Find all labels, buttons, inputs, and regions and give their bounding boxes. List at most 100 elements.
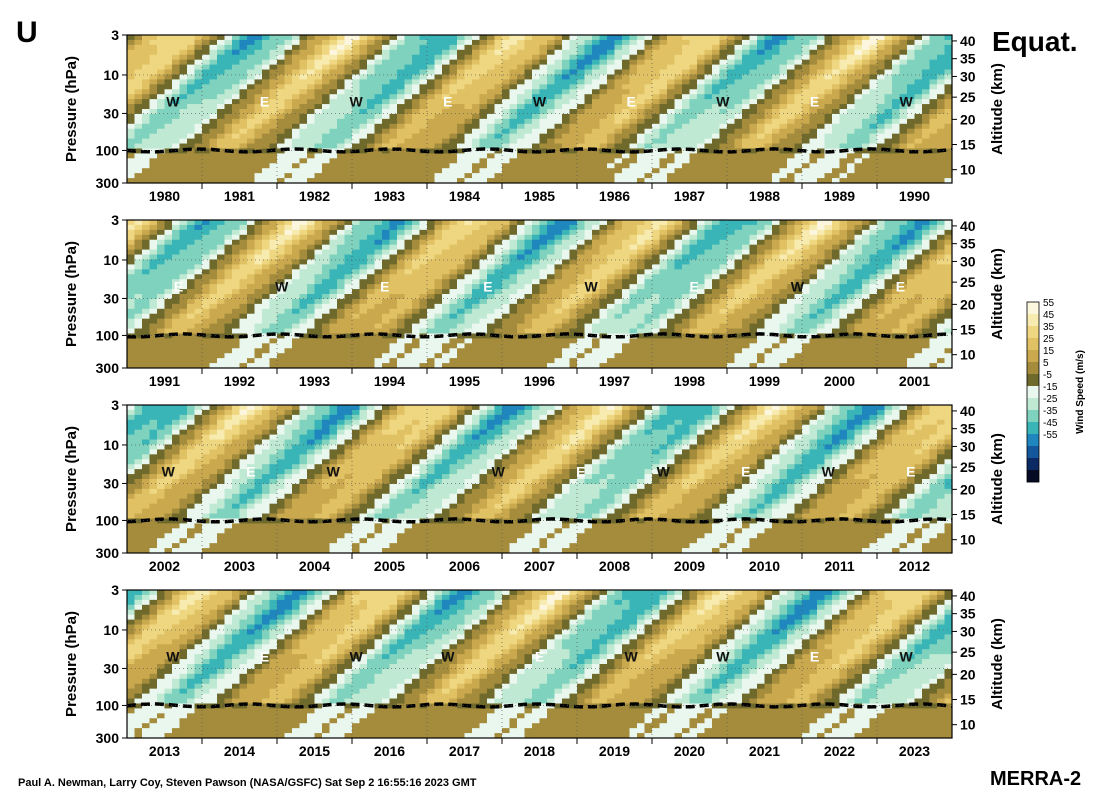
wind-cell bbox=[719, 74, 728, 80]
wind-cell bbox=[187, 338, 196, 344]
wind-cell bbox=[194, 138, 203, 145]
wind-cell bbox=[892, 109, 901, 115]
wind-cell bbox=[607, 59, 616, 66]
wind-cell bbox=[187, 298, 196, 305]
wind-cell bbox=[277, 44, 286, 51]
wind-cell bbox=[389, 239, 398, 246]
wind-cell bbox=[907, 79, 916, 85]
wind-cell bbox=[149, 259, 158, 265]
wind-cell bbox=[262, 269, 271, 275]
wind-cell bbox=[149, 44, 158, 51]
wind-cell bbox=[547, 99, 556, 105]
wind-cell bbox=[202, 239, 211, 246]
wind-cell bbox=[127, 318, 136, 325]
wind-cell bbox=[494, 318, 503, 325]
wind-cell bbox=[779, 153, 788, 159]
wind-cell bbox=[944, 35, 952, 41]
wind-cell bbox=[472, 163, 481, 169]
wind-cell bbox=[787, 153, 796, 159]
wind-cell bbox=[142, 353, 151, 359]
wind-cell bbox=[944, 173, 952, 179]
wind-cell bbox=[254, 323, 263, 330]
wind-cell bbox=[172, 318, 181, 325]
wind-cell bbox=[374, 338, 383, 344]
wind-cell bbox=[142, 79, 151, 85]
wind-cell bbox=[359, 173, 368, 179]
wind-cell bbox=[659, 94, 668, 100]
regime-label: E bbox=[626, 94, 635, 110]
wind-cell bbox=[224, 294, 233, 300]
wind-cell bbox=[262, 343, 271, 349]
wind-cell bbox=[179, 234, 188, 241]
wind-cell bbox=[164, 64, 173, 71]
wind-cell bbox=[209, 279, 218, 285]
wind-cell bbox=[494, 99, 503, 105]
wind-cell bbox=[299, 173, 308, 179]
altitude-tick-label: 35 bbox=[960, 51, 976, 67]
wind-cell bbox=[599, 138, 608, 145]
wind-cell bbox=[502, 229, 511, 236]
wind-cell bbox=[412, 259, 421, 265]
wind-cell bbox=[487, 49, 496, 56]
wind-cell bbox=[187, 74, 196, 80]
wind-cell bbox=[307, 138, 316, 145]
wind-cell bbox=[727, 168, 736, 174]
wind-cell bbox=[764, 79, 773, 85]
wind-cell bbox=[149, 328, 158, 335]
wind-cell bbox=[284, 229, 293, 236]
wind-cell bbox=[352, 259, 361, 265]
wind-cell bbox=[292, 303, 301, 310]
wind-cell bbox=[254, 229, 263, 236]
wind-cell bbox=[449, 259, 458, 265]
pressure-tick-label: 3 bbox=[111, 27, 119, 43]
wind-cell bbox=[187, 44, 196, 51]
wind-cell bbox=[164, 99, 173, 105]
wind-cell bbox=[419, 274, 428, 280]
wind-cell bbox=[134, 254, 143, 261]
wind-cell bbox=[479, 303, 488, 310]
wind-cell bbox=[127, 104, 136, 110]
wind-cell bbox=[892, 54, 901, 61]
wind-cell bbox=[532, 128, 541, 135]
wind-cell bbox=[149, 338, 158, 344]
wind-cell bbox=[644, 35, 653, 41]
wind-cell bbox=[217, 109, 226, 115]
wind-cell bbox=[269, 173, 278, 179]
wind-cell bbox=[922, 104, 931, 110]
wind-cell bbox=[412, 158, 421, 164]
wind-cell bbox=[899, 173, 908, 179]
wind-cell bbox=[224, 109, 233, 115]
wind-cell bbox=[667, 104, 676, 110]
wind-cell bbox=[794, 69, 803, 76]
wind-cell bbox=[704, 143, 713, 150]
wind-cell bbox=[314, 294, 323, 300]
wind-cell bbox=[404, 274, 413, 280]
wind-cell bbox=[524, 323, 533, 330]
wind-cell bbox=[487, 118, 496, 125]
wind-cell bbox=[224, 269, 233, 275]
wind-cell bbox=[757, 138, 766, 145]
wind-cell bbox=[269, 79, 278, 85]
wind-cell bbox=[929, 59, 938, 66]
wind-cell bbox=[592, 143, 601, 150]
wind-cell bbox=[367, 133, 376, 140]
wind-cell bbox=[412, 178, 421, 183]
wind-cell bbox=[239, 313, 248, 320]
wind-cell bbox=[269, 363, 278, 368]
wind-cell bbox=[554, 104, 563, 110]
wind-cell bbox=[389, 89, 398, 95]
wind-cell bbox=[344, 69, 353, 76]
wind-cell bbox=[374, 69, 383, 76]
wind-cell bbox=[412, 79, 421, 85]
wind-cell bbox=[277, 353, 286, 359]
wind-cell bbox=[382, 303, 391, 310]
wind-cell bbox=[884, 128, 893, 135]
wind-cell bbox=[847, 35, 856, 41]
wind-cell bbox=[562, 178, 571, 183]
wind-cell bbox=[749, 69, 758, 76]
wind-cell bbox=[689, 84, 698, 90]
wind-cell bbox=[299, 109, 308, 115]
wind-cell bbox=[689, 94, 698, 100]
wind-cell bbox=[682, 123, 691, 130]
wind-cell bbox=[502, 44, 511, 51]
